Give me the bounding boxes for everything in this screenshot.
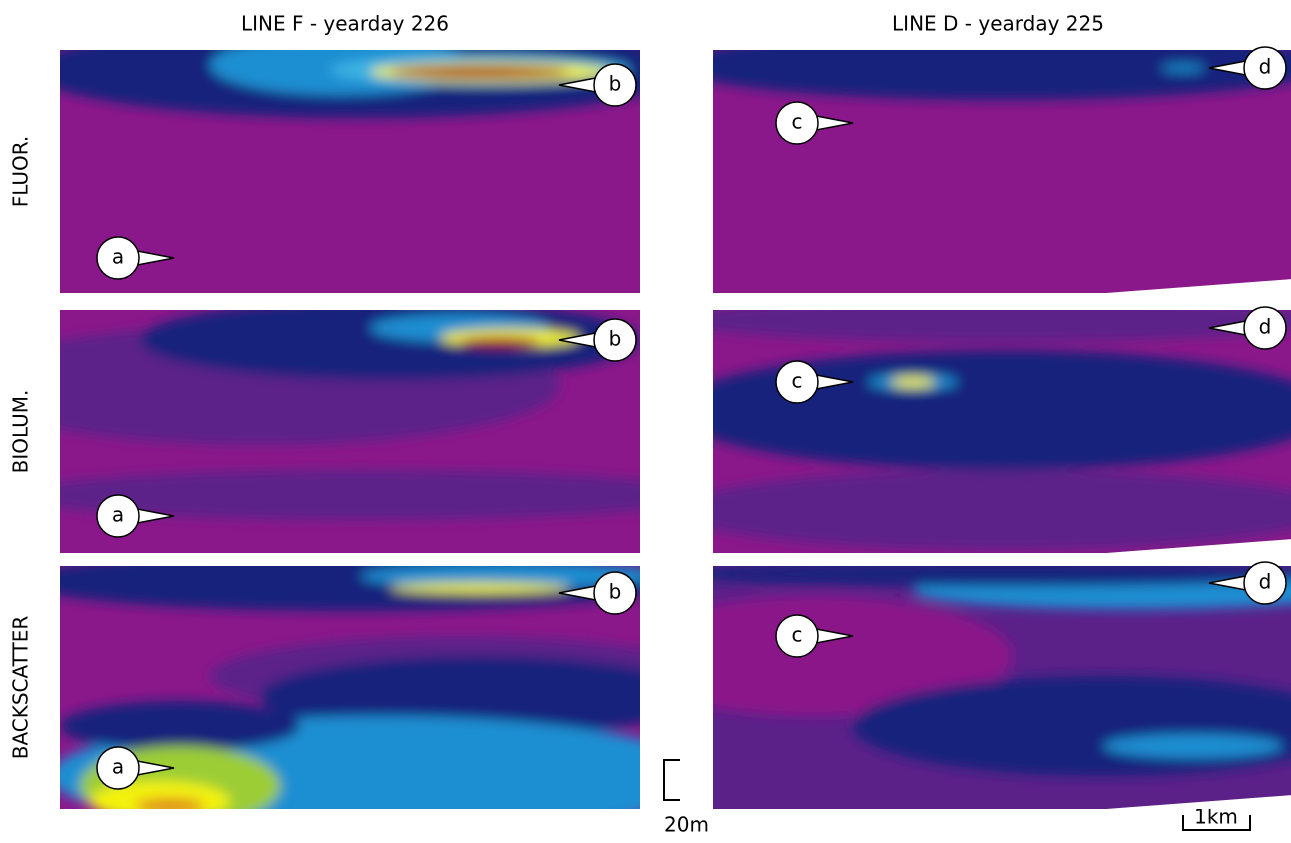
contour-blob — [390, 66, 570, 78]
heatmap-contours — [713, 310, 1291, 550]
callout-circle — [96, 494, 140, 538]
callout-letter: d — [1259, 570, 1272, 594]
row-label: BIOLUM. — [9, 390, 33, 474]
heatmap-contours — [60, 50, 640, 118]
contour-blob — [1161, 64, 1205, 72]
heatmap-panel: ba — [60, 566, 640, 809]
heatmap-panel: dc — [713, 306, 1291, 553]
contour-blob — [135, 798, 205, 809]
callout-letter: c — [792, 110, 803, 134]
contour-blob — [713, 566, 1291, 586]
heatmap-field — [713, 310, 1291, 553]
callout-circle — [1243, 306, 1287, 350]
callout-circle — [593, 63, 637, 107]
callout: c — [775, 101, 854, 145]
heatmap-contours — [60, 566, 640, 809]
callout-circle — [593, 318, 637, 362]
callout: c — [775, 614, 854, 658]
callout: b — [558, 63, 637, 107]
callout: c — [775, 360, 854, 404]
contour-blob — [390, 583, 570, 593]
callout-letter: d — [1259, 55, 1272, 79]
callout-letter: c — [792, 369, 803, 393]
callout-circle — [775, 101, 819, 145]
callout: a — [96, 494, 175, 538]
callout-circle — [775, 614, 819, 658]
callout: d — [1208, 561, 1287, 605]
heatmap-panel: dc — [713, 561, 1291, 809]
row-label: BACKSCATTER — [9, 616, 33, 760]
callout-circle — [96, 236, 140, 280]
callout-letter: b — [609, 580, 622, 604]
contour-blob — [260, 656, 640, 736]
column-title: LINE D - yearday 225 — [892, 12, 1104, 36]
callout-letter: d — [1259, 315, 1272, 339]
callout: b — [558, 318, 637, 362]
heatmap-field — [713, 50, 1291, 293]
missing-data-wedge — [1106, 279, 1291, 293]
heatmap-panel: ba — [60, 310, 640, 553]
callout-circle — [593, 571, 637, 615]
callout-letter: b — [609, 72, 622, 96]
contour-blob — [713, 50, 1291, 100]
column-title: LINE F - yearday 226 — [241, 12, 449, 36]
heatmap-field — [713, 566, 1291, 809]
contour-blob — [60, 701, 300, 751]
callout-letter: a — [112, 245, 124, 269]
contour-blob — [460, 337, 540, 347]
scale-bar — [663, 759, 1251, 831]
depth-scale-label: 20m — [664, 813, 709, 837]
distance-bracket — [1182, 815, 1251, 831]
callout-circle — [96, 746, 140, 790]
contour-blob — [360, 566, 640, 588]
callout-circle — [775, 360, 819, 404]
callout: a — [96, 236, 175, 280]
missing-data-wedge — [1106, 539, 1291, 553]
contour-blob — [713, 470, 1291, 550]
callout: d — [1208, 46, 1287, 90]
contour-blob — [60, 470, 640, 520]
contour-blob — [713, 310, 1291, 342]
contour-blob — [1103, 734, 1283, 758]
callout-letter: a — [112, 503, 124, 527]
callout-letter: a — [112, 755, 124, 779]
missing-data-wedge — [1106, 795, 1291, 809]
heatmap-panel: dc — [713, 46, 1291, 293]
heatmap-field — [60, 50, 640, 293]
heatmap-panel: ba — [60, 50, 640, 293]
contour-blob — [713, 350, 1291, 470]
row-label: FLUOR. — [9, 136, 33, 208]
heatmap-contours — [60, 310, 640, 520]
callout-letter: b — [609, 327, 622, 351]
callout: d — [1208, 306, 1287, 350]
callout-circle — [1243, 561, 1287, 605]
callout: a — [96, 746, 175, 790]
depth-bracket — [663, 759, 680, 801]
contour-blob — [891, 377, 935, 387]
callout: b — [558, 571, 637, 615]
callout-letter: c — [792, 623, 803, 647]
heatmap-contours — [713, 50, 1291, 100]
callout-circle — [1243, 46, 1287, 90]
